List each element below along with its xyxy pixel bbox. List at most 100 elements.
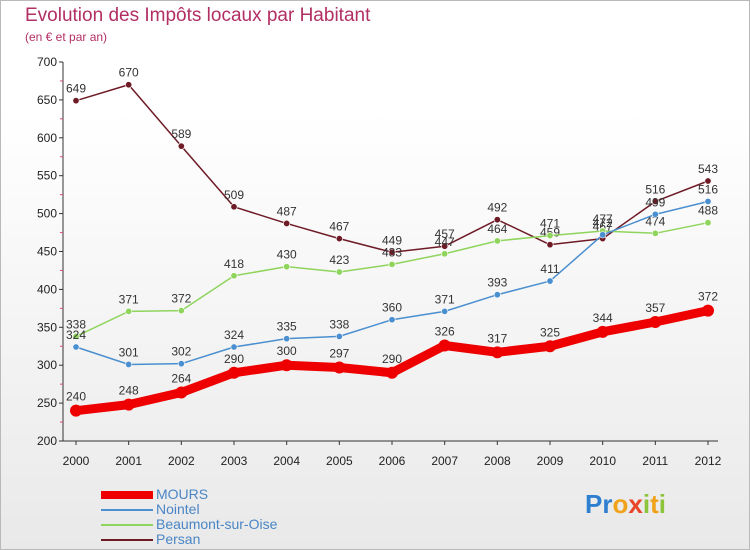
x-tick-label: 2000 <box>63 454 90 468</box>
y-tick-label: 350 <box>37 320 57 334</box>
data-label: 335 <box>277 320 297 334</box>
data-label: 344 <box>593 311 613 325</box>
data-label: 472 <box>593 216 613 230</box>
x-tick-label: 2008 <box>484 454 511 468</box>
x-tick-label: 2005 <box>326 454 353 468</box>
data-label: 371 <box>435 292 455 306</box>
data-point <box>177 307 185 315</box>
legend-swatch <box>101 491 153 499</box>
data-label: 430 <box>277 248 297 262</box>
data-label: 372 <box>171 292 191 306</box>
data-point <box>493 291 501 299</box>
data-label: 467 <box>329 220 349 234</box>
data-label: 488 <box>698 204 718 218</box>
data-label: 449 <box>382 233 402 247</box>
legend-label: Beaumont-sur-Oise <box>156 516 278 532</box>
data-point <box>704 219 712 227</box>
data-label: 487 <box>277 204 297 218</box>
data-label: 433 <box>382 245 402 259</box>
data-label: 457 <box>435 227 455 241</box>
data-point <box>230 343 238 351</box>
x-tick-label: 2004 <box>273 454 300 468</box>
data-point <box>651 197 659 205</box>
data-point <box>649 315 662 328</box>
data-label: 300 <box>277 344 297 358</box>
data-point <box>335 235 343 243</box>
legend-label: Nointel <box>156 501 200 517</box>
x-tick-label: 2001 <box>115 454 142 468</box>
data-point <box>546 277 554 285</box>
data-point <box>283 263 291 271</box>
data-point <box>230 203 238 211</box>
y-tick-label: 650 <box>37 93 57 107</box>
data-point <box>702 304 714 317</box>
data-point <box>122 398 135 411</box>
series-line-persan <box>75 83 709 254</box>
y-tick-label: 400 <box>37 282 57 296</box>
data-label: 543 <box>698 162 718 176</box>
data-label: 499 <box>645 195 665 209</box>
data-point <box>441 307 449 315</box>
data-point <box>333 361 346 374</box>
data-point <box>72 343 80 351</box>
x-tick-label: 2007 <box>431 454 458 468</box>
data-label: 338 <box>66 317 86 331</box>
data-point <box>651 210 659 218</box>
y-tick-label: 300 <box>37 358 57 372</box>
data-point <box>546 241 554 249</box>
data-point <box>386 366 398 379</box>
data-label: 411 <box>540 262 559 276</box>
data-point <box>335 268 343 276</box>
data-label: 516 <box>645 182 665 196</box>
x-tick-label: 2011 <box>642 454 668 468</box>
data-label: 474 <box>645 214 665 228</box>
legend-label: Persan <box>156 531 201 547</box>
data-label: 297 <box>329 346 349 360</box>
data-point <box>283 335 291 343</box>
y-tick-label: 550 <box>37 169 57 183</box>
y-tick-label: 200 <box>37 434 57 448</box>
data-label: 290 <box>382 352 402 366</box>
data-point <box>177 360 185 368</box>
data-label: 264 <box>171 371 191 385</box>
data-label: 324 <box>66 328 86 342</box>
data-label: 357 <box>645 301 665 315</box>
data-label: 418 <box>224 257 244 271</box>
data-point <box>599 231 607 239</box>
data-point <box>596 325 609 338</box>
data-point <box>388 248 396 256</box>
logo-letter: i <box>658 489 666 519</box>
data-point <box>228 366 240 379</box>
data-label: 464 <box>487 222 507 236</box>
legend-swatch <box>101 524 153 526</box>
data-label: 301 <box>119 345 139 359</box>
x-tick-label: 2006 <box>379 454 406 468</box>
x-tick-label: 2003 <box>221 454 248 468</box>
data-label: 670 <box>119 66 139 80</box>
data-point <box>125 307 133 315</box>
data-point <box>388 316 396 324</box>
data-point <box>704 197 712 205</box>
data-point <box>72 332 80 340</box>
series-line-nointel <box>75 200 709 366</box>
data-label: 372 <box>698 290 718 304</box>
data-point <box>651 229 659 237</box>
chart-subtitle: (en € et par an) <box>25 30 108 44</box>
legend-label: MOURS <box>156 486 209 502</box>
data-label: 492 <box>487 201 507 215</box>
data-label: 467 <box>593 220 613 234</box>
y-tick-label: 450 <box>37 245 57 259</box>
y-tick-label: 700 <box>37 55 57 69</box>
logo-letter: t <box>650 489 659 519</box>
data-point <box>72 97 80 105</box>
data-label: 240 <box>66 390 86 404</box>
data-label: 325 <box>540 325 560 339</box>
logo-letter: o <box>612 489 629 519</box>
data-point <box>125 81 133 89</box>
data-point <box>441 250 449 258</box>
data-point <box>704 177 712 185</box>
data-label: 317 <box>487 331 507 345</box>
data-point <box>283 219 291 227</box>
